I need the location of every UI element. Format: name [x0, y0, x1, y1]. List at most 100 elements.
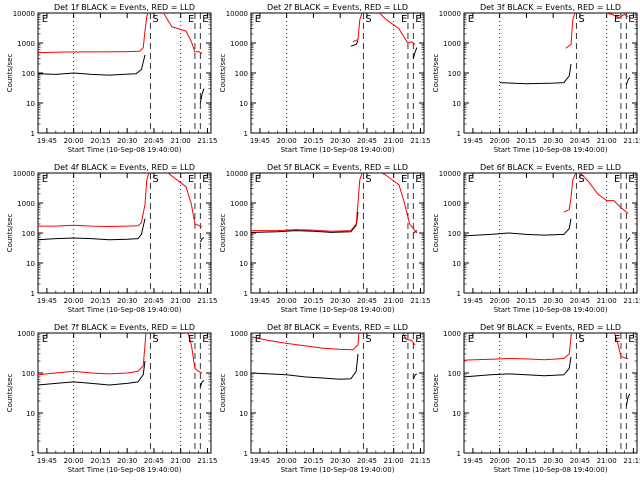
- chart-title: Det 6f BLACK = Events, RED = LLD: [480, 163, 621, 172]
- y-axis-label: Counts/sec: [432, 54, 440, 93]
- x-tick-label: 19:45: [463, 457, 483, 465]
- x-tick-label: 20:30: [543, 297, 563, 305]
- state-marker-e: E: [255, 334, 261, 345]
- plot-frame: [250, 332, 425, 454]
- x-tick-label: 19:45: [37, 297, 57, 305]
- y-tick-label: 100: [448, 70, 461, 78]
- y-tick-label: 1: [244, 450, 248, 458]
- x-tick-label: 20:45: [357, 297, 377, 305]
- state-marker-e: E: [401, 174, 407, 185]
- state-marker-e: E: [401, 334, 407, 345]
- state-marker-e: E: [468, 334, 474, 345]
- x-tick-label: 20:45: [144, 137, 164, 145]
- chart-panel-3: Det 3f BLACK = Events, RED = LLD 1 10 100 10…: [432, 3, 640, 154]
- state-marker-s: S: [578, 174, 584, 185]
- y-tick-label: 1000: [17, 40, 35, 48]
- x-tick-label: 21:15: [410, 137, 430, 145]
- x-tick-label: 20:30: [330, 457, 350, 465]
- plot-frame: [250, 172, 425, 294]
- x-tick-label: 19:45: [250, 137, 270, 145]
- y-axis-label: Counts/sec: [6, 374, 14, 413]
- x-tick-label: 21:15: [623, 457, 640, 465]
- x-tick-label: 20:00: [277, 137, 297, 145]
- x-tick-label: 21:15: [197, 297, 217, 305]
- series-lld-red: [38, 333, 203, 376]
- series-lld-red: [251, 333, 416, 351]
- chart-title: Det 8f BLACK = Events, RED = LLD: [267, 323, 408, 332]
- x-tick-label: 20:15: [90, 297, 110, 305]
- y-tick-label: 1: [31, 290, 35, 298]
- series-events-black: [464, 218, 631, 243]
- x-axis-label: Start Time (10-Sep-08 19:40:00): [281, 466, 395, 474]
- y-tick-label: 1000: [17, 330, 35, 338]
- x-tick-label: 19:45: [37, 137, 57, 145]
- x-tick-label: 21:15: [197, 457, 217, 465]
- y-tick-label: 10000: [13, 170, 35, 178]
- y-tick-label: 1: [244, 130, 248, 138]
- plot-frame: [250, 12, 425, 134]
- state-marker-e: E: [202, 14, 208, 25]
- state-marker-s: S: [578, 14, 584, 25]
- state-marker-s: S: [578, 334, 584, 345]
- state-marker-e: E: [255, 14, 261, 25]
- y-tick-label: 10: [452, 410, 461, 418]
- x-tick-label: 20:30: [543, 457, 563, 465]
- x-axis-label: Start Time (10-Sep-08 19:40:00): [68, 466, 182, 474]
- x-tick-label: 20:00: [64, 297, 84, 305]
- state-marker-e: E: [468, 174, 474, 185]
- state-marker-e: E: [614, 174, 620, 185]
- y-tick-label: 10: [26, 410, 35, 418]
- y-tick-label: 10000: [226, 170, 248, 178]
- chart-title: Det 7f BLACK = Events, RED = LLD: [54, 323, 195, 332]
- x-tick-label: 20:30: [330, 297, 350, 305]
- chart-title: Det 5f BLACK = Events, RED = LLD: [267, 163, 408, 172]
- plot-frame: [463, 12, 638, 134]
- y-tick-label: 100: [235, 370, 248, 378]
- x-tick-label: 20:45: [144, 297, 164, 305]
- x-axis-label: Start Time (10-Sep-08 19:40:00): [68, 146, 182, 154]
- y-tick-label: 1: [457, 130, 461, 138]
- series-lld-red: [352, 13, 416, 45]
- y-tick-label: 1000: [230, 330, 248, 338]
- x-tick-label: 20:30: [117, 297, 137, 305]
- x-tick-label: 21:00: [171, 297, 191, 305]
- chart-panel-9: Det 9f BLACK = Events, RED = LLD 1 10 100 10…: [432, 323, 640, 474]
- x-tick-label: 20:15: [516, 297, 536, 305]
- x-axis-label: Start Time (10-Sep-08 19:40:00): [494, 306, 608, 314]
- y-tick-label: 1: [457, 290, 461, 298]
- x-tick-label: 20:15: [303, 297, 323, 305]
- x-axis-label: Start Time (10-Sep-08 19:40:00): [281, 306, 395, 314]
- state-marker-e: E: [415, 14, 421, 25]
- y-tick-label: 10000: [439, 10, 461, 18]
- y-tick-label: 100: [22, 70, 35, 78]
- x-tick-label: 21:00: [384, 137, 404, 145]
- series-events-black: [251, 211, 418, 234]
- x-tick-label: 21:15: [623, 297, 640, 305]
- chart-panel-2: Det 2f BLACK = Events, RED = LLD 1 10 100 10…: [219, 3, 431, 154]
- series-lld-red: [563, 173, 629, 214]
- x-tick-label: 20:00: [64, 457, 84, 465]
- series-events-black: [499, 63, 631, 86]
- y-tick-label: 100: [448, 370, 461, 378]
- x-axis-label: Start Time (10-Sep-08 19:40:00): [281, 146, 395, 154]
- x-tick-label: 20:30: [543, 137, 563, 145]
- series-lld-red: [38, 173, 203, 228]
- y-tick-label: 1: [244, 290, 248, 298]
- x-axis-label: Start Time (10-Sep-08 19:40:00): [68, 306, 182, 314]
- state-marker-e: E: [255, 174, 261, 185]
- state-marker-e: E: [614, 14, 620, 25]
- x-tick-label: 21:15: [410, 297, 430, 305]
- x-tick-label: 20:15: [90, 457, 110, 465]
- x-tick-label: 20:45: [357, 137, 377, 145]
- y-tick-label: 1000: [17, 200, 35, 208]
- state-marker-e: E: [628, 14, 634, 25]
- series-events-black: [251, 353, 418, 380]
- y-tick-label: 1: [457, 450, 461, 458]
- y-axis-label: Counts/sec: [219, 54, 227, 93]
- y-axis-label: Counts/sec: [219, 214, 227, 253]
- x-tick-label: 21:15: [197, 137, 217, 145]
- y-axis-label: Counts/sec: [6, 214, 14, 253]
- y-axis-label: Counts/sec: [432, 374, 440, 413]
- series-events-black: [38, 54, 205, 104]
